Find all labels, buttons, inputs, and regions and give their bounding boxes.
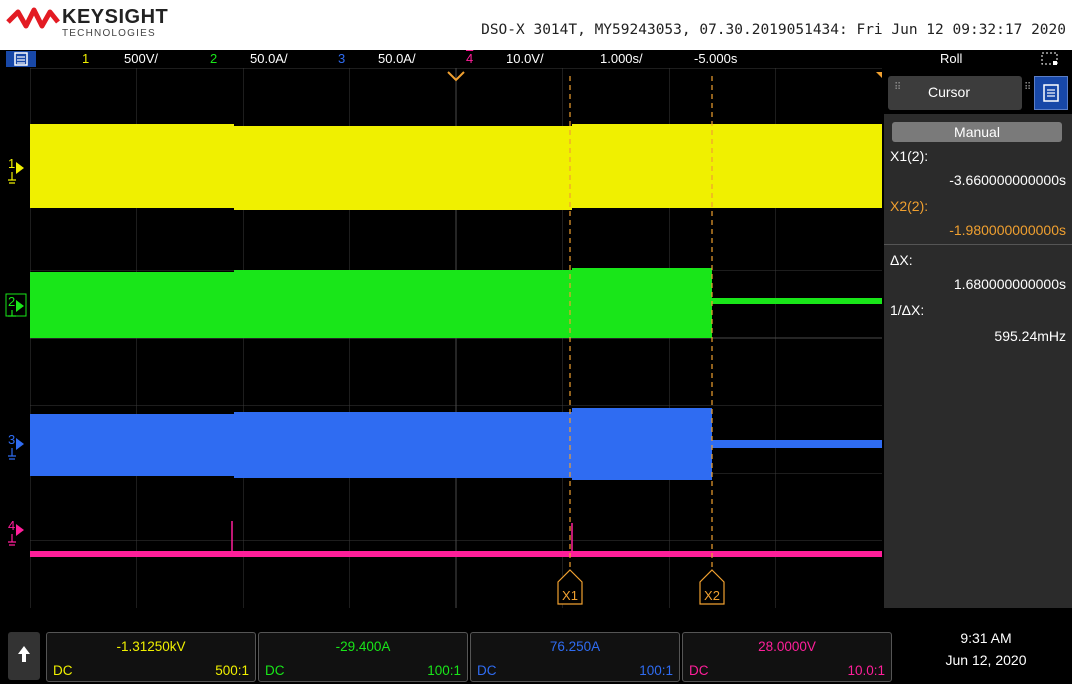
ch3-coupling: DC	[477, 663, 497, 678]
roll-indicator-icon	[876, 72, 882, 78]
ch3-value: 76.250A	[549, 639, 601, 654]
ch1-probe: 500:1	[215, 663, 249, 678]
grip-icon: ⠿	[894, 82, 902, 93]
delta-x-label: ΔX:	[890, 252, 913, 268]
ch4-coupling: DC	[689, 663, 709, 678]
ch4-ground-marker[interactable]: 4	[8, 518, 24, 546]
ch2-coupling: DC	[265, 663, 285, 678]
ch4-marker-number: 4	[8, 518, 15, 533]
inv-delta-x-value: 595.24mHz	[994, 328, 1066, 344]
ch3-number[interactable]: 3	[338, 51, 346, 66]
cursor-x1-label: X1	[562, 588, 578, 603]
clock-date: Jun 12, 2020	[945, 652, 1027, 668]
ch3-ground-marker[interactable]: 3	[8, 432, 24, 460]
zoom-box-icon[interactable]	[1040, 50, 1060, 68]
ch2-marker-number: 2	[8, 294, 15, 309]
ch3-waveform	[30, 408, 882, 480]
ch1-value: -1.31250kV	[116, 639, 186, 654]
x1-label-text: X1(2):	[890, 148, 929, 164]
ch3-scale[interactable]: 50.0A/	[378, 51, 416, 66]
expand-button[interactable]	[8, 632, 40, 680]
grip-icon-right: ⠿	[1024, 82, 1032, 93]
timebase-scale[interactable]: 1.000s/	[600, 51, 643, 66]
ch2-info-box[interactable]: -29.400A DC 100:1	[258, 632, 468, 682]
cursor-panel-title: Cursor	[928, 84, 971, 100]
cursor-x2-label: X2	[704, 588, 720, 603]
ch2-ground-marker[interactable]: 2	[5, 293, 27, 317]
ch2-number[interactable]: 2	[210, 51, 218, 66]
arrow-up-icon	[18, 646, 30, 662]
ch4-waveform	[30, 521, 882, 557]
ch1-waveform	[30, 124, 882, 210]
x1-value[interactable]: -3.660000000000s	[949, 172, 1066, 188]
menu-button[interactable]	[6, 51, 36, 67]
ch4-number[interactable]: 4	[466, 51, 474, 66]
keysight-logo: KEYSIGHT TECHNOLOGIES	[6, 4, 169, 44]
instrument-info: DSO-X 3014T, MY59243053, 07.30.201905143…	[481, 22, 1066, 38]
delta-x-value: 1.680000000000s	[953, 276, 1066, 292]
ch2-waveform	[30, 268, 882, 338]
cursor-x2-marker[interactable]: X2	[699, 569, 725, 605]
timebase-delay[interactable]: -5.000s	[694, 51, 738, 66]
x1-label[interactable]: X1(2):	[890, 148, 928, 164]
inv-delta-x-label: 1/ΔX:	[890, 302, 925, 318]
ch1-info-box[interactable]: -1.31250kV DC 500:1	[46, 632, 256, 682]
menu-icon	[14, 52, 28, 66]
panel-divider	[884, 244, 1072, 245]
x2-value[interactable]: -1.980000000000s	[949, 222, 1066, 238]
trigger-position-icon	[447, 71, 465, 82]
cursor-mode-button[interactable]: Manual	[892, 122, 1062, 142]
cursor-panel: ⠿ Cursor ⠿ Manual X1(2): -3.660000000000…	[884, 72, 1072, 608]
header-bar: KEYSIGHT TECHNOLOGIES DSO-X 3014T, MY592…	[0, 0, 1072, 50]
waveform-display: X1 X2 1 2 3 4	[5, 68, 882, 608]
brand-subtitle: TECHNOLOGIES	[62, 28, 156, 39]
bottom-bar: -1.31250kV DC 500:1 -29.400A DC 100:1 76…	[0, 608, 1072, 684]
status-bar: 1 500V/ 2 50.0A/ 3 50.0A/ 4 10.0V/ 1.000…	[0, 50, 1072, 68]
x2-label[interactable]: X2(2):	[890, 198, 929, 214]
ch1-coupling: DC	[53, 663, 73, 678]
clock-time: 9:31 AM	[960, 630, 1012, 646]
keysight-wave-icon	[6, 7, 60, 29]
ch2-value: -29.400A	[335, 639, 391, 654]
ch1-ground-marker[interactable]: 1	[8, 156, 24, 184]
ch4-scale[interactable]: 10.0V/	[506, 51, 544, 66]
acquisition-mode[interactable]: Roll	[940, 51, 963, 66]
cursor-panel-header: ⠿ Cursor ⠿	[884, 72, 1072, 114]
clock: 9:31 AM Jun 12, 2020	[906, 630, 1066, 668]
ch1-number[interactable]: 1	[82, 51, 90, 66]
ch3-info-box[interactable]: 76.250A DC 100:1	[470, 632, 680, 682]
ch2-probe: 100:1	[427, 663, 461, 678]
ch4-value: 28.0000V	[758, 639, 816, 654]
panel-menu-button[interactable]	[1034, 76, 1068, 110]
ch3-probe: 100:1	[639, 663, 673, 678]
ch1-marker-number: 1	[8, 156, 15, 171]
ch1-scale[interactable]: 500V/	[124, 51, 158, 66]
scope-screen: X1 X2 1 2 3 4	[0, 68, 1072, 608]
list-icon	[1043, 84, 1059, 102]
ch2-scale[interactable]: 50.0A/	[250, 51, 288, 66]
brand-name: KEYSIGHT	[62, 6, 169, 28]
ch4-info-box[interactable]: 28.0000V DC 10.0:1	[682, 632, 892, 682]
cursor-x1-marker[interactable]: X1	[557, 569, 583, 605]
ch4-probe: 10.0:1	[847, 663, 885, 678]
cursor-tab[interactable]: ⠿ Cursor	[888, 76, 1022, 110]
ch3-marker-number: 3	[8, 432, 15, 447]
